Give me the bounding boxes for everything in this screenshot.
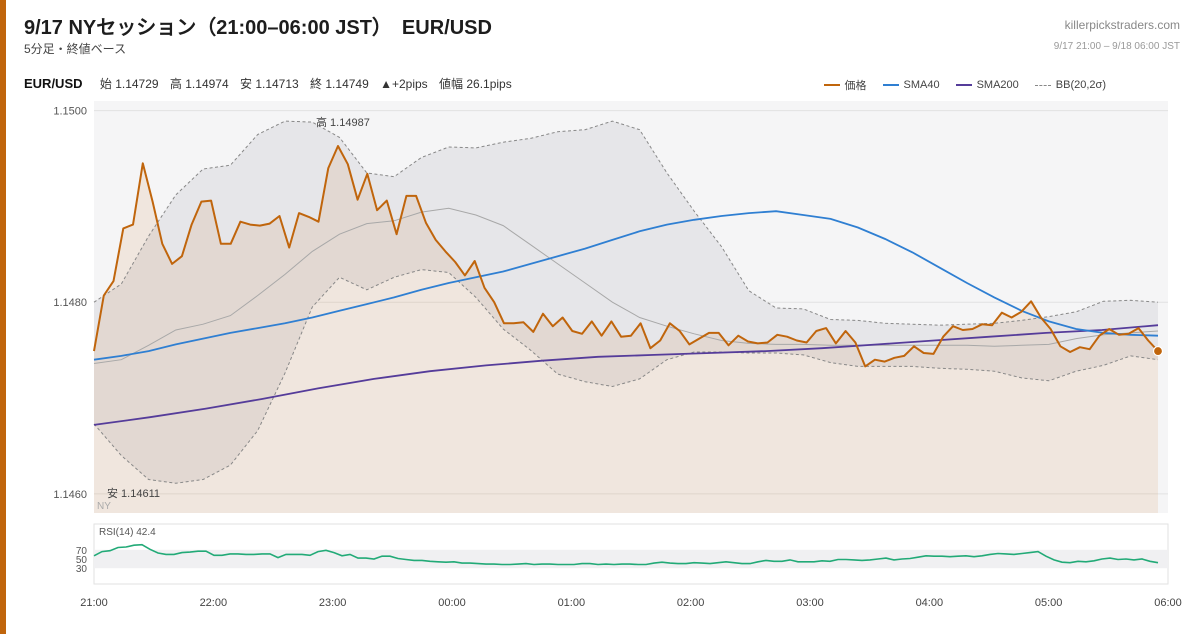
x-axis-ticks: 21:00 22:00 23:00 00:00 01:00 02:00 03:00 04:00… [80,597,1182,609]
rsi-line [93,543,1159,566]
low-annotation: 安 1.14611 [107,486,160,500]
x-tick-label: 23:00 [319,597,347,609]
y-tick-label: 1.1500 [53,106,87,118]
session-label: NY [97,501,111,512]
stats-change: ▲+2pips [380,77,428,91]
x-tick-label: 04:00 [916,597,944,609]
stats-open: 始 1.14729 [99,77,159,91]
rsi-label: RSI(14) 42.4 [99,527,156,538]
site-name: killerpickstraders.com [1064,18,1180,32]
page-title: 9/17 NYセッション（21:00–06:00 JST） EUR/USD [24,17,492,39]
legend-swatch-sma200 [955,84,972,86]
rsi-band [94,549,1168,569]
legend-label-sma200: SMA200 [976,79,1019,91]
legend-item-sma200[interactable]: SMA200 [955,79,1019,91]
x-tick-label: 01:00 [558,597,586,609]
y-tick-label: 1.1480 [53,297,87,309]
x-tick-label: 21:00 [80,597,108,609]
x-tick-label: 00:00 [438,597,466,609]
page-subtitle: 5分足・終値ベース [24,42,127,56]
sma200-line [93,324,1159,426]
stats-bar: EUR/USD 始 1.14729 高 1.14974 安 1.14713 終 … [24,75,520,92]
legend-item-sma40[interactable]: SMA40 [882,79,940,91]
stats-high: 高 1.14974 [169,77,229,91]
legend-label-price: 価格 [844,80,867,92]
stats-low: 安 1.14713 [239,77,299,91]
stats-range: 値幅 26.1pips [439,77,512,91]
legend-swatch-sma40 [882,84,899,86]
stats-close: 終 1.14749 [310,77,369,91]
rsi-tick-label: 70 [76,546,88,557]
period-label: 9/17 21:00 – 9/18 06:00 JST [1053,41,1180,52]
legend-label-sma40: SMA40 [903,79,940,91]
price-line [93,145,1159,368]
x-tick-label: 06:00 [1154,597,1182,609]
legend-swatch-price [823,84,840,86]
high-annotation: 高 1.14987 [316,115,370,129]
rsi-tick-label: 50 [76,555,88,566]
legend-item-price[interactable]: 価格 [823,77,867,93]
bb-mid-line [93,207,1159,364]
sma40-line [93,210,1159,361]
legend-item-bb[interactable]: BB(20,2σ) [1034,79,1106,91]
legend-label-bb: BB(20,2σ) [1055,79,1106,91]
legend-swatch-bb [1034,84,1051,86]
x-tick-label: 05:00 [1035,597,1063,609]
price-area [94,146,1158,513]
x-tick-label: 22:00 [200,597,228,609]
chart-legend: 価格 SMA40 SMA200 BB(20,2σ) [823,77,1106,93]
stats-pair: EUR/USD [24,76,83,91]
accent-bar [0,0,6,634]
x-tick-label: 03:00 [796,597,824,609]
rsi-tick-label: 30 [76,564,88,575]
y-tick-label: 1.1460 [53,489,87,501]
bb-upper-line [93,120,1159,326]
y-axis-ticks: 1.1460 1.1480 1.1500 [53,106,87,501]
x-tick-label: 02:00 [677,597,705,609]
last-price-marker [1152,345,1164,357]
bb-band [94,121,1158,484]
